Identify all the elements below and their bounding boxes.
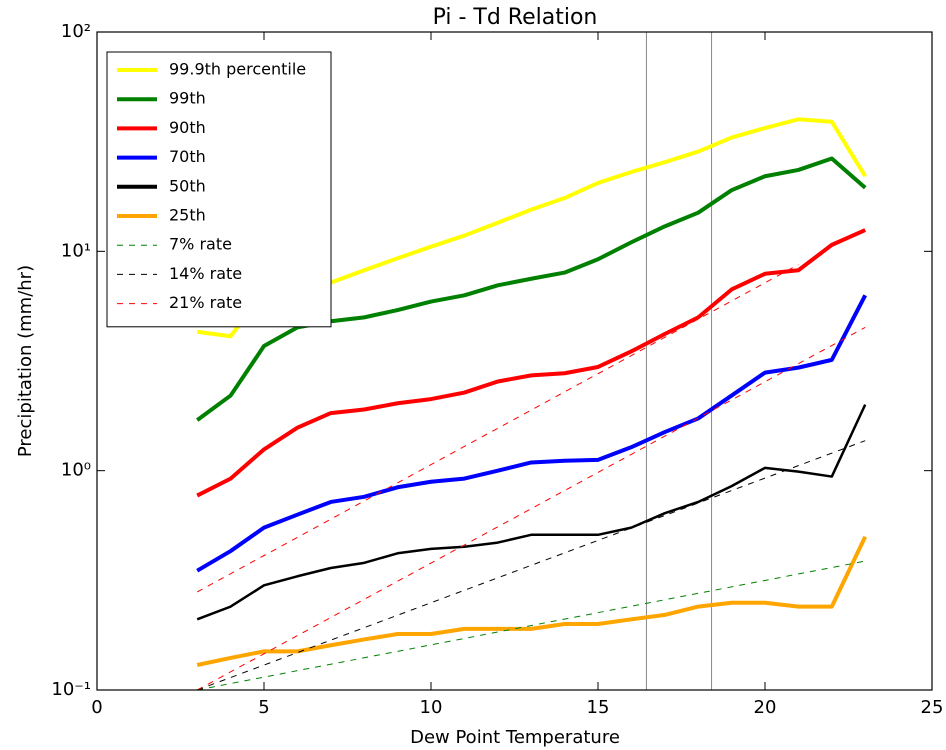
y-tick-label: 10⁰: [61, 460, 91, 481]
x-axis-label: Dew Point Temperature: [410, 727, 620, 748]
series-line: [197, 560, 866, 690]
series-line: [196, 326, 866, 690]
chart-title: Pi - Td Relation: [433, 5, 598, 30]
y-tick-label: 10⁻¹: [51, 679, 91, 700]
legend-label: 7% rate: [169, 235, 232, 254]
legend-label: 14% rate: [169, 264, 242, 283]
legend-label: 99.9th percentile: [169, 60, 306, 79]
series-line: [196, 535, 868, 667]
legend-label: 50th: [169, 176, 206, 195]
series-line: [196, 404, 867, 621]
y-axis-label: Precipitation (mm/hr): [15, 265, 36, 457]
legend-label: 21% rate: [169, 293, 242, 312]
series-line: [196, 294, 867, 573]
series-line: [196, 228, 867, 498]
plot-frame: [96, 31, 933, 691]
x-tick-label: 15: [587, 697, 610, 718]
legend-box: [106, 51, 332, 328]
x-tick-label: 25: [921, 697, 944, 718]
legend-label: 99th: [169, 89, 206, 108]
y-tick-label: 10²: [61, 21, 91, 42]
x-tick-label: 10: [420, 697, 443, 718]
x-tick-label: 5: [258, 697, 269, 718]
x-tick-label: 0: [91, 697, 102, 718]
y-tick-label: 10¹: [61, 240, 91, 261]
legend-label: 25th: [169, 206, 206, 225]
x-tick-label: 20: [754, 697, 777, 718]
legend-label: 90th: [169, 118, 206, 137]
legend-label: 70th: [169, 147, 206, 166]
